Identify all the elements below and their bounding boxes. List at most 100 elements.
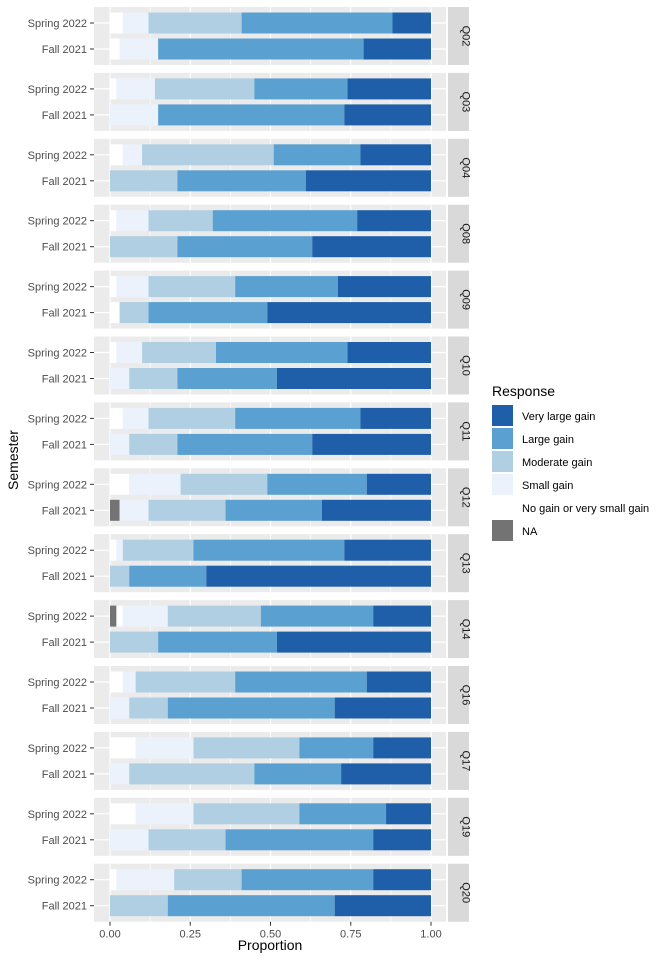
bar-segment-q14-fall-2021-very-large-gain	[276, 631, 431, 653]
facet-strip-label: Q19	[460, 816, 472, 837]
y-tick-label: Spring 2022	[28, 348, 87, 360]
bar-segment-q11-fall-2021-very-large-gain	[312, 433, 431, 455]
bar-segment-q10-fall-2021-large-gain	[177, 368, 277, 389]
facet-strip-label: Q13	[460, 553, 472, 574]
x-tick-label: 1.00	[420, 929, 441, 941]
bar-segment-q11-spring-2022-small-gain	[122, 407, 149, 429]
facet-panel-q09: Spring 2022 Fall 2021 Q09	[28, 270, 472, 329]
bar-segment-q03-spring-2022-no-gain-or-very-small-gain	[110, 78, 117, 100]
bar-segment-q13-spring-2022-large-gain	[193, 539, 345, 561]
facet-strip	[448, 7, 469, 65]
bar-segment-q10-fall-2021-small-gain	[110, 368, 130, 389]
bar-segment-q12-spring-2022-large-gain	[267, 473, 367, 495]
bar-segment-q16-fall-2021-large-gain	[167, 697, 335, 719]
bar-segment-q03-spring-2022-moderate-gain	[154, 78, 255, 100]
facet-strip-label: Q16	[460, 685, 472, 706]
bar-segment-q04-spring-2022-small-gain	[122, 144, 143, 166]
facet-panel-q16: Spring 2022 Fall 2021 Q16	[28, 666, 472, 724]
bar-segment-q14-spring-2022-small-gain	[122, 605, 168, 627]
y-tick-label: Spring 2022	[28, 84, 87, 96]
bar-segment-q19-spring-2022-large-gain	[299, 803, 387, 825]
facet-strip	[448, 270, 469, 329]
bar-segment-q20-spring-2022-no-gain-or-very-small-gain	[110, 869, 117, 891]
legend-swatch-small-gain	[492, 474, 513, 495]
bar-segment-q08-spring-2022-large-gain	[212, 210, 358, 232]
facet-strip	[448, 138, 469, 197]
bar-segment-q08-spring-2022-moderate-gain	[148, 210, 213, 232]
bar-segment-q09-fall-2021-very-large-gain	[267, 302, 431, 324]
bar-segment-q12-fall-2021-moderate-gain	[148, 499, 226, 521]
y-tick-label: Spring 2022	[28, 282, 87, 294]
bar-segment-q03-spring-2022-very-large-gain	[347, 78, 431, 100]
bar-segment-q13-fall-2021-moderate-gain	[110, 565, 130, 587]
bar-segment-q16-fall-2021-small-gain	[110, 697, 130, 719]
bar-segment-q16-fall-2021-very-large-gain	[334, 697, 431, 719]
bar-segment-q17-spring-2022-large-gain	[299, 737, 374, 759]
y-tick-label: Fall 2021	[42, 769, 87, 781]
bar-segment-q12-spring-2022-no-gain-or-very-small-gain	[110, 473, 130, 495]
y-tick-label: Fall 2021	[42, 901, 87, 913]
bar-segment-q09-spring-2022-very-large-gain	[337, 276, 431, 298]
bar-segment-q10-fall-2021-moderate-gain	[129, 368, 178, 389]
bar-segment-q04-fall-2021-large-gain	[177, 170, 306, 192]
bar-segment-q17-fall-2021-large-gain	[254, 763, 342, 785]
bar-segment-q20-spring-2022-very-large-gain	[373, 869, 431, 891]
y-tick-label: Spring 2022	[28, 809, 87, 821]
y-tick-label: Spring 2022	[28, 875, 87, 887]
facet-strip	[448, 666, 469, 724]
y-tick-label: Spring 2022	[28, 677, 87, 689]
bar-segment-q10-spring-2022-very-large-gain	[347, 342, 431, 363]
legend-label: No gain or very small gain	[522, 503, 649, 515]
facet-strip	[448, 534, 469, 593]
bar-segment-q11-spring-2022-moderate-gain	[148, 407, 236, 429]
x-tick-label: 0.75	[340, 929, 361, 941]
facet-panel-q20: Spring 2022 Fall 2021 Q20	[28, 863, 472, 922]
bar-segment-q13-spring-2022-moderate-gain	[122, 539, 194, 561]
facet-strip	[448, 72, 469, 131]
bar-segment-q09-spring-2022-small-gain	[116, 276, 149, 298]
bar-segment-q02-spring-2022-very-large-gain	[392, 12, 431, 34]
facet-strip	[448, 600, 469, 659]
legend-swatch-na	[492, 520, 513, 541]
bar-segment-q04-spring-2022-large-gain	[273, 144, 361, 166]
y-tick-label: Spring 2022	[28, 413, 87, 425]
y-tick-label: Spring 2022	[28, 743, 87, 755]
bar-segment-q13-spring-2022-very-large-gain	[344, 539, 431, 561]
bar-segment-q10-spring-2022-small-gain	[116, 342, 143, 363]
bar-segment-q10-spring-2022-large-gain	[215, 342, 348, 363]
facet-strip-label: Q02	[460, 26, 472, 47]
x-tick-label: 0.25	[180, 929, 201, 941]
bar-segment-q08-fall-2021-very-large-gain	[312, 236, 431, 258]
bar-segment-q02-spring-2022-large-gain	[241, 12, 393, 34]
bar-segment-q02-fall-2021-no-gain-or-very-small-gain	[110, 38, 120, 60]
y-tick-label: Fall 2021	[42, 44, 87, 56]
bar-segment-q09-spring-2022-no-gain-or-very-small-gain	[110, 276, 117, 298]
bar-segment-q13-spring-2022-no-gain-or-very-small-gain	[110, 539, 117, 561]
bar-segment-q19-fall-2021-large-gain	[225, 829, 374, 851]
bar-segment-q20-spring-2022-large-gain	[241, 869, 374, 891]
facet-panel-q17: Spring 2022 Fall 2021 Q17	[28, 731, 472, 790]
bar-segment-q17-spring-2022-moderate-gain	[193, 737, 300, 759]
bar-segment-q19-spring-2022-no-gain-or-very-small-gain	[110, 803, 136, 825]
bar-segment-q17-spring-2022-no-gain-or-very-small-gain	[110, 737, 136, 759]
bar-segment-q19-fall-2021-moderate-gain	[148, 829, 226, 851]
facet-strip-label: Q11	[460, 421, 472, 441]
legend-swatch-no-gain-or-very-small-gain	[492, 497, 513, 518]
facet-panel-q12: Spring 2022 Fall 2021 Q12	[28, 468, 472, 527]
facet-strip-label: Q14	[460, 619, 472, 640]
bar-segment-q02-fall-2021-large-gain	[158, 38, 364, 60]
facet-strip	[448, 468, 469, 527]
bar-segment-q08-spring-2022-small-gain	[116, 210, 149, 232]
x-axis-title: Proportion	[238, 937, 303, 953]
legend-label: Moderate gain	[522, 457, 592, 469]
facet-strip-label: Q12	[460, 487, 472, 508]
bar-segment-q02-spring-2022-no-gain-or-very-small-gain	[110, 12, 123, 34]
y-tick-label: Fall 2021	[42, 571, 87, 583]
facet-strip-label: Q03	[460, 92, 472, 113]
bar-segment-q08-fall-2021-large-gain	[177, 236, 313, 258]
bar-segment-q17-spring-2022-very-large-gain	[373, 737, 431, 759]
y-tick-label: Fall 2021	[42, 176, 87, 188]
bar-segment-q02-fall-2021-small-gain	[119, 38, 159, 60]
legend: Response Very large gain Large gain Modera…	[492, 383, 649, 541]
